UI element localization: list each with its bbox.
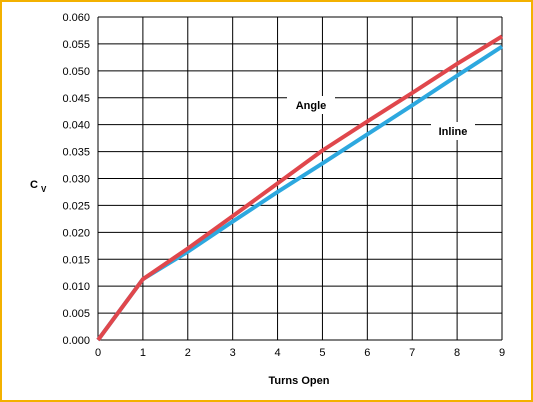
series-label-angle: Angle [296,100,327,112]
inline-label-bg [431,122,475,140]
x-tick-label: 1 [140,347,146,359]
series-labels: Angle Inline [287,96,475,140]
y-tick-label: 0.035 [62,147,90,159]
series-line-inline [96,44,504,342]
y-tick-label: 0.005 [62,308,90,320]
y-tick-label: 0.025 [62,200,90,212]
angle-label-bg [287,96,335,114]
y-tick-label: 0.015 [62,254,90,266]
x-tick-label: 4 [274,347,280,359]
x-tick-label: 2 [185,347,191,359]
y-tick-label: 0.000 [62,335,90,347]
series-label-inline: Inline [439,126,468,138]
grid [97,16,503,341]
y-tick-label: 0.055 [62,39,90,51]
series-line-angle [96,34,504,342]
y-tick-label: 0.020 [62,227,90,239]
x-tick-label: 7 [409,347,415,359]
x-tick-label: 5 [319,347,325,359]
y-tick-label: 0.060 [62,12,90,24]
x-axis-title: Turns Open [269,375,330,387]
y-axis-title-subscript: V [41,185,47,194]
x-tick-label: 8 [454,347,460,359]
axis-titles: Turns Open C V [30,179,330,387]
series-lines [96,34,504,342]
x-tick-label: 6 [364,347,370,359]
y-tick-label: 0.030 [62,174,90,186]
y-tick-label: 0.010 [62,281,90,293]
x-tick-label: 9 [499,347,505,359]
y-tick-label: 0.040 [62,120,90,132]
x-tick-label: 3 [230,347,236,359]
tick-labels: 0 1 2 3 4 5 6 7 8 9 0.000 0.005 0.010 0.015 0.020 0.025… [62,12,505,359]
x-tick-label: 0 [95,347,101,359]
y-tick-label: 0.050 [62,66,90,78]
y-axis-title-main: C [30,179,38,191]
y-tick-label: 0.045 [62,93,90,105]
y-axis-title: C V [30,179,47,194]
